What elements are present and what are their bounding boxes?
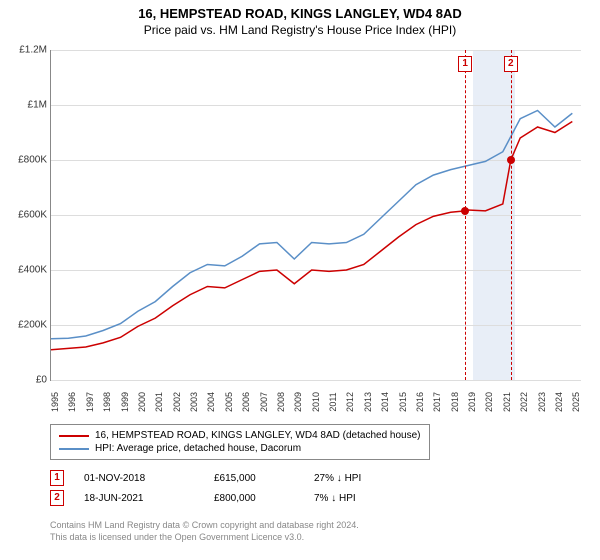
y-tick-label: £200K (3, 320, 47, 331)
x-tick-label: 1999 (120, 392, 130, 412)
x-tick-label: 2023 (537, 392, 547, 412)
chart-title: 16, HEMPSTEAD ROAD, KINGS LANGLEY, WD4 8… (0, 0, 600, 21)
x-tick-label: 2003 (189, 392, 199, 412)
x-tick-label: 2000 (137, 392, 147, 412)
txn-index-box: 1 (50, 470, 64, 486)
y-tick-label: £0 (3, 375, 47, 386)
x-tick-label: 1997 (85, 392, 95, 412)
footnote-line: This data is licensed under the Open Gov… (50, 532, 359, 544)
x-tick-label: 2017 (432, 392, 442, 412)
x-tick-label: 2006 (241, 392, 251, 412)
x-tick-label: 2020 (484, 392, 494, 412)
y-tick-label: £1.2M (3, 45, 47, 56)
txn-price: £615,000 (214, 473, 294, 484)
txn-dash-line (465, 50, 466, 380)
line-chart-svg (51, 50, 581, 380)
txn-pct: 7% ↓ HPI (314, 493, 394, 504)
y-tick-label: £800K (3, 155, 47, 166)
footnote-line: Contains HM Land Registry data © Crown c… (50, 520, 359, 532)
legend-swatch (59, 448, 89, 450)
txn-dash-line (511, 50, 512, 380)
x-tick-label: 1996 (67, 392, 77, 412)
y-tick-label: £400K (3, 265, 47, 276)
txn-dot (507, 156, 515, 164)
legend-label: 16, HEMPSTEAD ROAD, KINGS LANGLEY, WD4 8… (95, 430, 421, 441)
x-tick-label: 2016 (415, 392, 425, 412)
footnote: Contains HM Land Registry data © Crown c… (50, 520, 359, 543)
txn-date: 18-JUN-2021 (84, 493, 194, 504)
chart-container: 16, HEMPSTEAD ROAD, KINGS LANGLEY, WD4 8… (0, 0, 600, 560)
x-tick-label: 2013 (363, 392, 373, 412)
legend-label: HPI: Average price, detached house, Daco… (95, 443, 301, 454)
txn-pct: 27% ↓ HPI (314, 473, 394, 484)
x-tick-label: 2011 (328, 392, 338, 411)
legend-item: HPI: Average price, detached house, Daco… (59, 442, 421, 455)
x-tick-label: 2007 (259, 392, 269, 412)
x-tick-label: 2019 (467, 392, 477, 412)
txn-marker-box: 1 (458, 56, 472, 72)
legend-box: 16, HEMPSTEAD ROAD, KINGS LANGLEY, WD4 8… (50, 424, 430, 460)
x-tick-label: 1995 (50, 392, 60, 412)
x-tick-label: 2021 (502, 392, 512, 412)
series-line-hpi (51, 111, 572, 339)
chart-subtitle: Price paid vs. HM Land Registry's House … (0, 21, 600, 37)
txn-marker-box: 2 (504, 56, 518, 72)
txn-dot (461, 207, 469, 215)
legend-item: 16, HEMPSTEAD ROAD, KINGS LANGLEY, WD4 8… (59, 429, 421, 442)
x-tick-label: 2010 (311, 392, 321, 412)
table-row: 1 01-NOV-2018 £615,000 27% ↓ HPI (50, 468, 394, 488)
x-tick-label: 2009 (293, 392, 303, 412)
x-tick-label: 2022 (519, 392, 529, 412)
transactions-table: 1 01-NOV-2018 £615,000 27% ↓ HPI 2 18-JU… (50, 468, 394, 508)
x-tick-label: 2002 (172, 392, 182, 412)
y-tick-label: £1M (3, 100, 47, 111)
plot-area: £0£200K£400K£600K£800K£1M£1.2M 12 (50, 50, 581, 381)
y-tick-label: £600K (3, 210, 47, 221)
txn-date: 01-NOV-2018 (84, 473, 194, 484)
txn-price: £800,000 (214, 493, 294, 504)
x-tick-label: 2018 (450, 392, 460, 412)
legend-swatch (59, 435, 89, 437)
x-axis-labels: 1995 1996 1997 1998 1999 2000 2001 2002 2003 2004… (50, 384, 580, 424)
x-tick-label: 2008 (276, 392, 286, 412)
table-row: 2 18-JUN-2021 £800,000 7% ↓ HPI (50, 488, 394, 508)
x-tick-label: 2012 (345, 392, 355, 412)
x-tick-label: 2014 (380, 392, 390, 412)
x-tick-label: 2015 (398, 392, 408, 412)
x-tick-label: 2025 (571, 392, 581, 412)
x-tick-label: 2004 (206, 392, 216, 412)
x-tick-label: 1998 (102, 392, 112, 412)
x-tick-label: 2024 (554, 392, 564, 412)
txn-index-box: 2 (50, 490, 64, 506)
x-tick-label: 2005 (224, 392, 234, 412)
x-tick-label: 2001 (154, 392, 164, 412)
